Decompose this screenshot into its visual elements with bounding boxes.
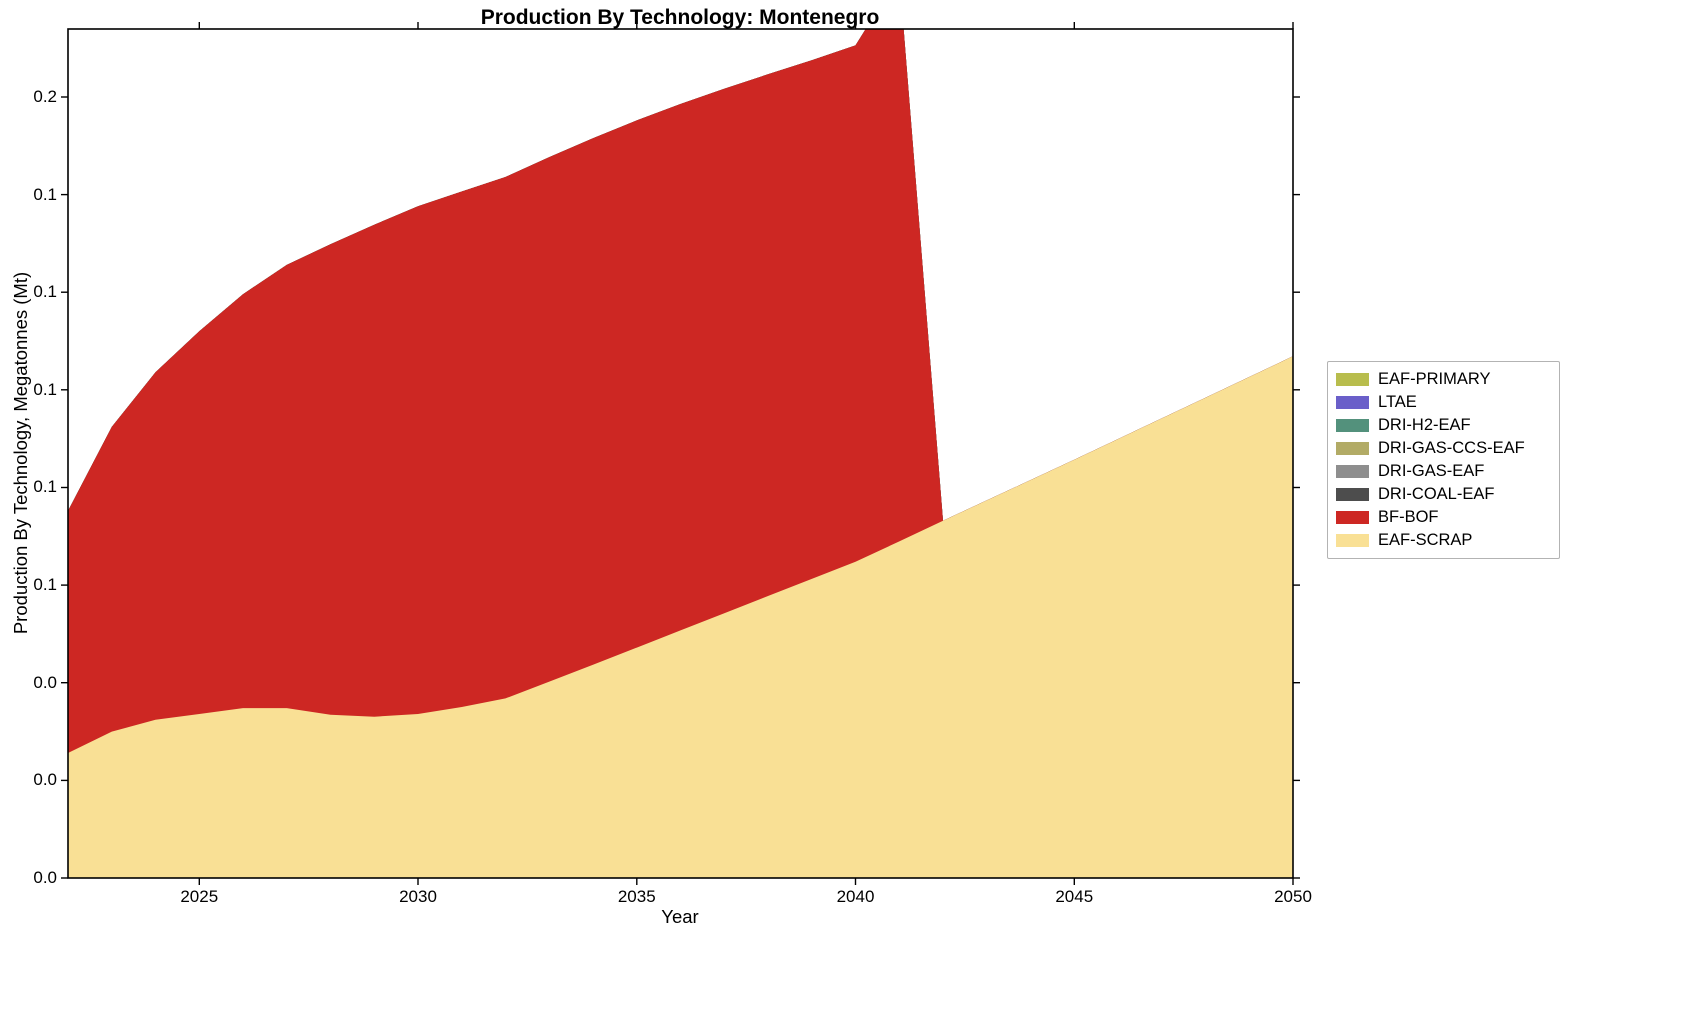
legend-swatch-icon	[1336, 442, 1369, 455]
legend-swatch-icon	[1336, 488, 1369, 501]
legend-entry-dri-h2-eaf: DRI-H2-EAF	[1336, 414, 1551, 437]
x-tick-label: 2025	[180, 887, 219, 906]
legend-label: BF-BOF	[1378, 508, 1439, 526]
x-tick-label: 2045	[1055, 887, 1094, 906]
legend-swatch-icon	[1336, 419, 1369, 432]
x-axis-label: Year	[661, 906, 699, 927]
legend-entry-dri-coal-eaf: DRI-COAL-EAF	[1336, 483, 1551, 506]
legend-swatch-icon	[1336, 373, 1369, 386]
legend-entry-bf-bof: BF-BOF	[1336, 506, 1551, 529]
x-tick-label: 2050	[1274, 887, 1312, 906]
legend-label: DRI-GAS-CCS-EAF	[1378, 439, 1525, 457]
legend-entry-dri-gas-eaf: DRI-GAS-EAF	[1336, 460, 1551, 483]
x-tick-label: 2030	[399, 887, 437, 906]
y-axis-label: Production By Technology, Megatonnes (Mt…	[10, 271, 31, 635]
y-tick-label: 0.1	[33, 184, 57, 204]
legend-entry-eaf-primary: EAF-PRIMARY	[1336, 368, 1551, 391]
legend-entry-eaf-scrap: EAF-SCRAP	[1336, 529, 1551, 552]
legend-swatch-icon	[1336, 465, 1369, 478]
tick-marks	[61, 22, 1300, 885]
legend-label: DRI-H2-EAF	[1378, 416, 1471, 434]
area-eaf-scrap	[68, 356, 1293, 878]
y-tick-label: 0.2	[33, 86, 57, 106]
y-tick-label: 0.1	[33, 379, 57, 399]
y-tick-label: 0.0	[33, 868, 57, 887]
legend-label: LTAE	[1378, 393, 1417, 411]
legend-swatch-icon	[1336, 534, 1369, 547]
legend-entry-dri-gas-ccs-eaf: DRI-GAS-CCS-EAF	[1336, 437, 1551, 460]
legend-swatch-icon	[1336, 396, 1369, 409]
legend-label: DRI-COAL-EAF	[1378, 485, 1495, 503]
legend-label: DRI-GAS-EAF	[1378, 462, 1485, 480]
x-tick-label: 2040	[836, 887, 875, 906]
y-tick-label: 0.1	[33, 575, 57, 595]
legend-swatch-icon	[1336, 511, 1369, 524]
y-tick-label: 0.0	[33, 672, 57, 692]
axes-box	[67, 28, 1294, 879]
legend-label: EAF-PRIMARY	[1378, 370, 1491, 388]
legend-label: EAF-SCRAP	[1378, 531, 1473, 549]
y-tick-label: 0.0	[33, 770, 57, 790]
x-tick-label: 2035	[617, 887, 656, 906]
y-tick-label: 0.1	[33, 477, 57, 497]
y-tick-label: 0.1	[33, 282, 57, 302]
legend-entry-ltae: LTAE	[1336, 391, 1551, 414]
chart-title: Production By Technology: Montenegro	[480, 6, 880, 29]
legend: EAF-PRIMARY LTAE DRI-H2-EAF DRI-GAS-CCS-EAF…	[1327, 361, 1560, 559]
